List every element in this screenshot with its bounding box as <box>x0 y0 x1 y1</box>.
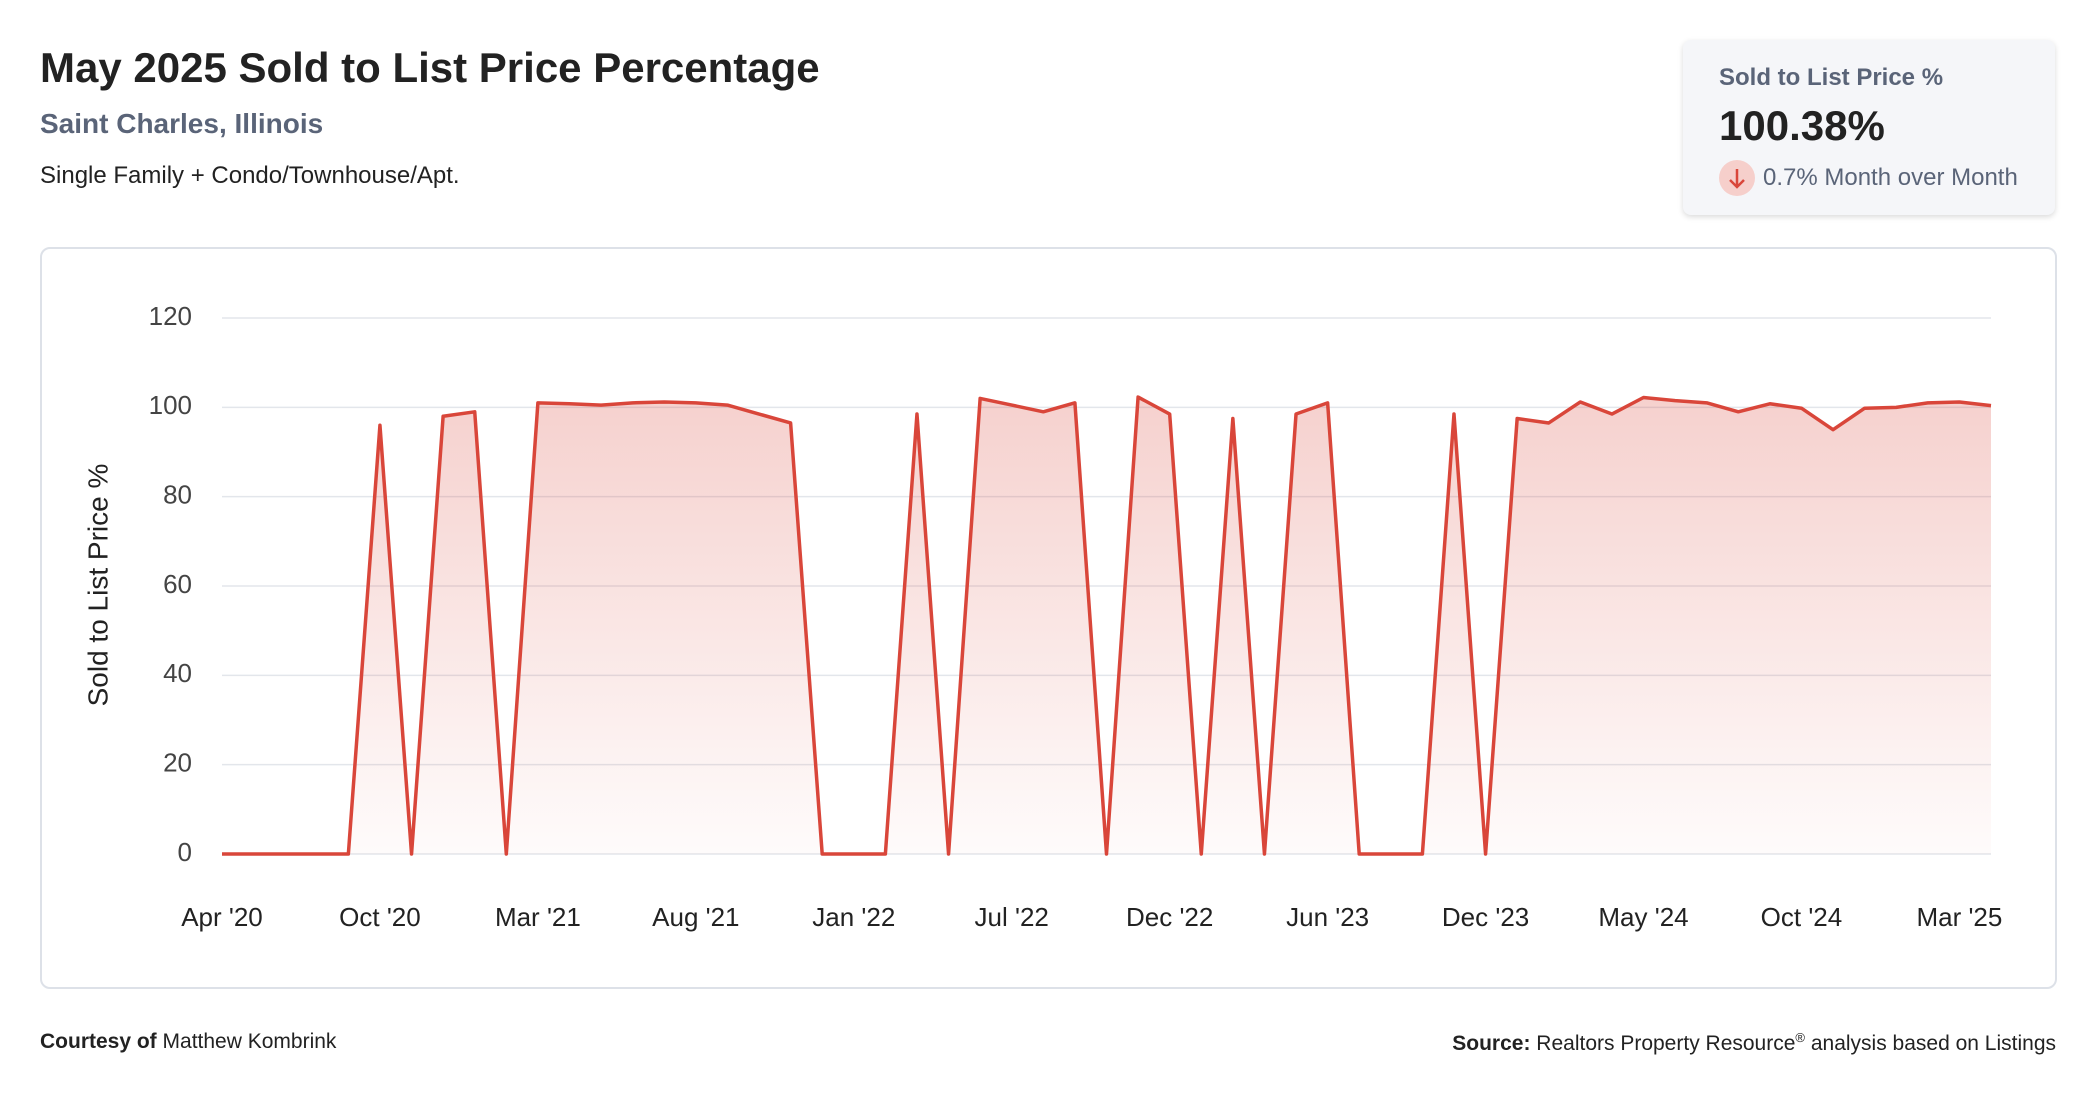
x-tick-label: Apr '20 <box>181 902 263 932</box>
property-types: Single Family + Condo/Townhouse/Apt. <box>40 162 460 189</box>
area <box>222 397 1991 854</box>
y-tick-label: 40 <box>163 658 192 688</box>
y-tick-label: 20 <box>163 748 192 778</box>
footer-left: Courtesy of Matthew Kombrink <box>40 1030 336 1054</box>
y-axis-title: Sold to List Price % <box>82 464 113 707</box>
down-icon <box>1719 160 1755 196</box>
kpi-change: 0.7% Month over Month <box>1763 164 2018 191</box>
chart-frame <box>40 247 2057 989</box>
line <box>222 395 1992 856</box>
kpi-value: 100.38% <box>1719 102 1885 149</box>
x-tick-label: Oct '24 <box>1761 902 1843 932</box>
x-tick-label: Aug '21 <box>652 902 739 932</box>
courtesy-name: Matthew Kombrink <box>162 1030 337 1053</box>
kpi-label: Sold to List Price % <box>1719 64 1944 91</box>
header: May 2025 Sold to List Price Percentage S… <box>40 44 820 190</box>
courtesy-label: Courtesy of <box>40 1030 157 1053</box>
title: May 2025 Sold to List Price Percentage <box>40 44 820 91</box>
source-mark: ® <box>1795 1030 1805 1045</box>
x-tick-label: Dec '23 <box>1442 902 1529 932</box>
x-tick-label: Dec '22 <box>1126 902 1213 932</box>
x-tick-label: Jun '23 <box>1286 902 1369 932</box>
y-tick-label: 60 <box>163 569 192 599</box>
x-tick-label: Jan '22 <box>812 902 895 932</box>
x-tick-label: Jul '22 <box>975 902 1049 932</box>
x-tick-label: Mar '21 <box>495 902 581 932</box>
location: Saint Charles, Illinois <box>40 108 324 139</box>
source-rest: analysis based on Listings <box>1810 1032 2056 1055</box>
x-tick-label: May '24 <box>1598 902 1688 932</box>
y-tick-label: 80 <box>163 480 192 510</box>
kpi-card: Sold to List Price % 100.38% 0.7% Month … <box>1683 40 2055 215</box>
source-label: Source: <box>1452 1032 1531 1055</box>
y-tick-label: 0 <box>178 837 192 867</box>
y-tick-label: 120 <box>149 301 192 331</box>
x-tick-label: Mar '25 <box>1916 902 2002 932</box>
footer-right: Source: Realtors Property Resource® anal… <box>1452 1030 2056 1056</box>
source-text: Realtors Property Resource <box>1536 1032 1796 1055</box>
y-tick-label: 100 <box>149 390 192 420</box>
x-tick-label: Oct '20 <box>339 902 421 932</box>
